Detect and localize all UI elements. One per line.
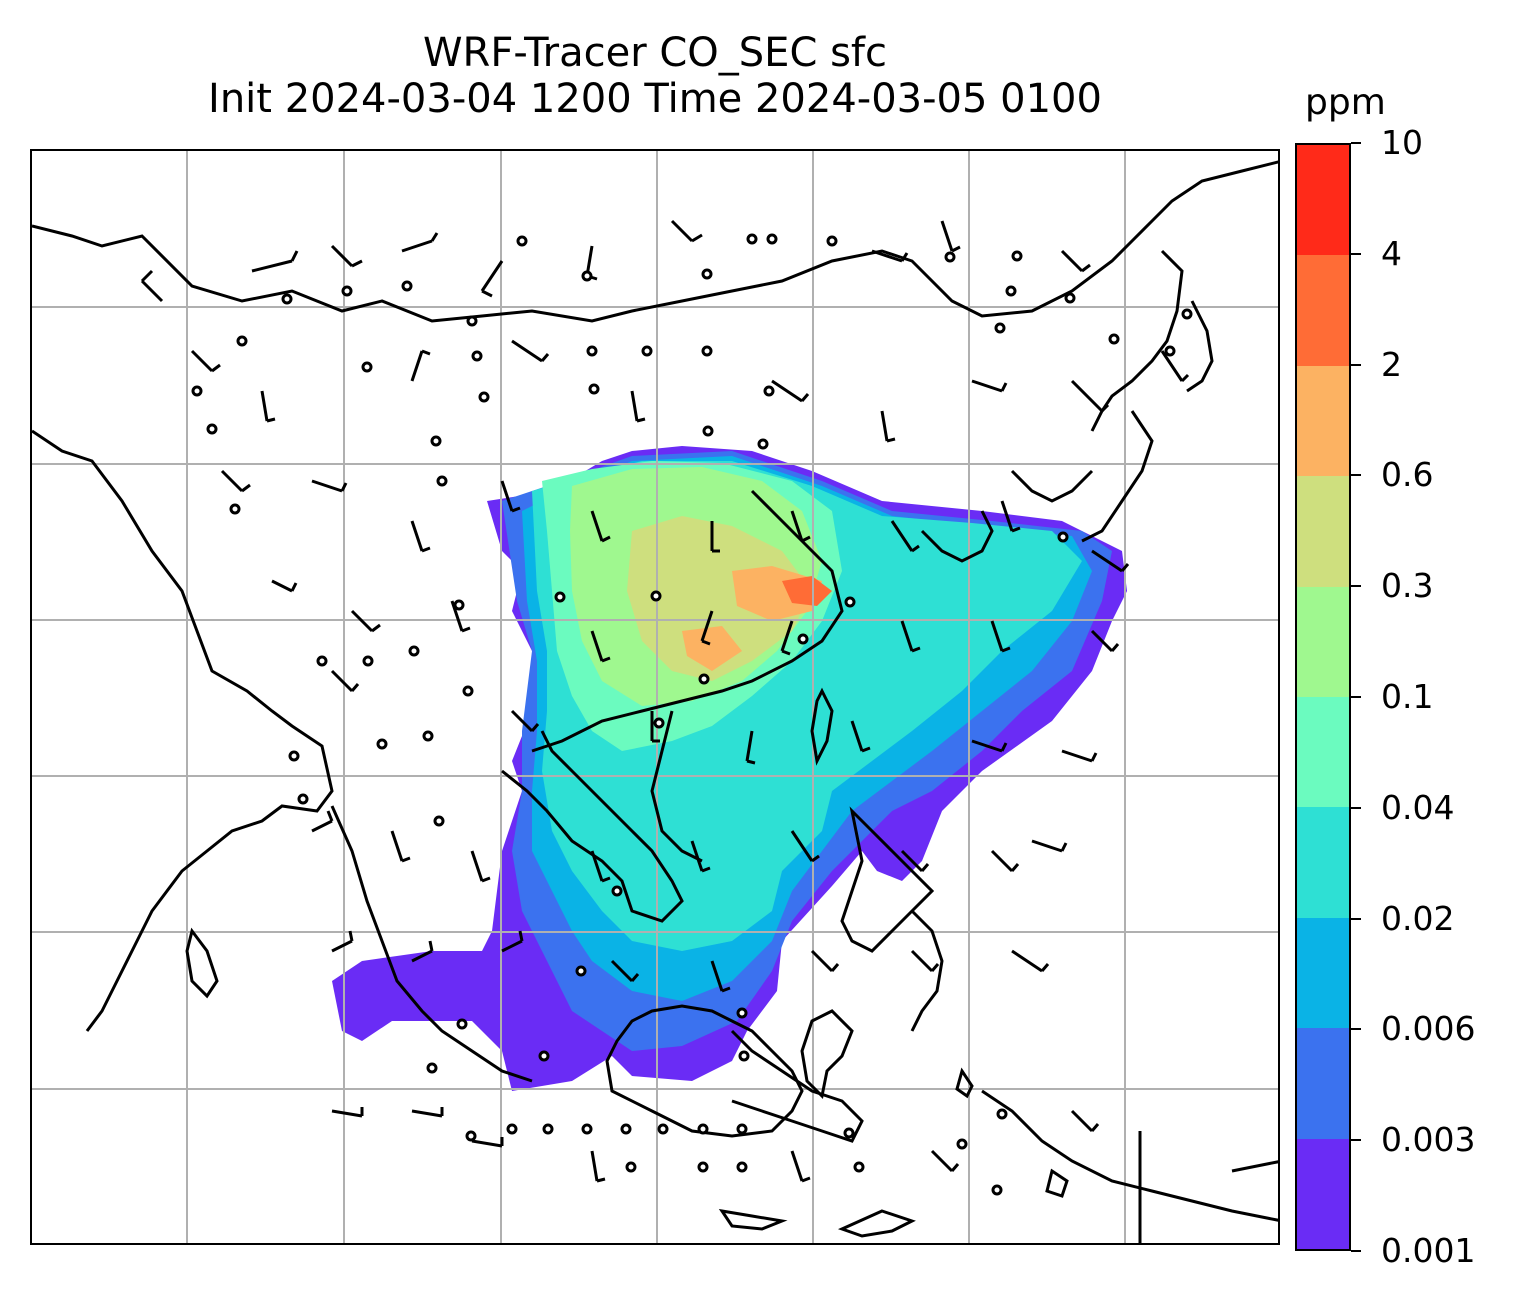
colorbar-tick-mark [1351, 696, 1361, 698]
coastlines [32, 160, 1278, 1243]
colorbar-tick-label: 0.1 [1381, 677, 1434, 716]
colorbar-segment [1297, 255, 1349, 366]
conc-level-2 [782, 576, 832, 606]
colorbar-tick-label: 0.04 [1381, 787, 1455, 827]
map-canvas [32, 151, 1278, 1243]
wind-barbs [140, 219, 1190, 1183]
colorbar-segment [1297, 807, 1349, 918]
colorbar-segment [1297, 365, 1349, 477]
colorbar-tick-label: 0.001 [1381, 1231, 1476, 1270]
colorbar-tick-label: 0.006 [1381, 1009, 1476, 1049]
colorbar-segment [1297, 586, 1349, 697]
colorbar [1295, 143, 1351, 1251]
colorbar-segment [1297, 696, 1349, 808]
map-gridlines [32, 151, 1278, 1243]
colorbar-tick-mark [1351, 363, 1361, 366]
map-title-line-1: WRF-Tracer CO_SEC sfc [422, 30, 888, 76]
colorbar-tick-label: 0.003 [1381, 1120, 1476, 1160]
concentration-field [332, 446, 1127, 1091]
colorbar-tick-mark [1351, 917, 1361, 920]
colorbar-tick-label: 4 [1381, 233, 1402, 273]
colorbar-segment [1297, 1028, 1349, 1139]
colorbar-tick-label: 2 [1381, 344, 1402, 384]
colorbar-tick-mark [1351, 474, 1361, 477]
conc-level-0.6 [682, 566, 822, 671]
colorbar-tick-mark [1351, 585, 1361, 588]
colorbar-tick-mark [1351, 252, 1361, 255]
colorbar-segment [1297, 144, 1349, 256]
colorbar-tick-label: 0.6 [1381, 455, 1434, 495]
colorbar-tick-label: 0.02 [1381, 898, 1455, 938]
map-panel[interactable] [30, 149, 1280, 1245]
conc-level-0.3 [627, 516, 812, 681]
colorbar-tick-mark [1351, 1028, 1361, 1031]
colorbar-unit-label: ppm [1305, 82, 1386, 123]
colorbar-segment [1297, 476, 1349, 587]
colorbar-tick-mark [1351, 1250, 1361, 1252]
colorbar-tick-mark [1351, 806, 1361, 809]
calm-wind-circles [191, 233, 1193, 1196]
colorbar-segment [1297, 917, 1349, 1029]
map-title-line-2: Init 2024-03-04 1200 Time 2024-03-05 010… [208, 76, 1102, 122]
colorbar-tick-label: 0.3 [1381, 566, 1434, 606]
colorbar-tick-mark [1351, 142, 1361, 144]
colorbar-segment [1297, 1138, 1349, 1249]
colorbar-tick-mark [1351, 1139, 1361, 1142]
colorbar-tick-label: 10 [1381, 123, 1423, 162]
